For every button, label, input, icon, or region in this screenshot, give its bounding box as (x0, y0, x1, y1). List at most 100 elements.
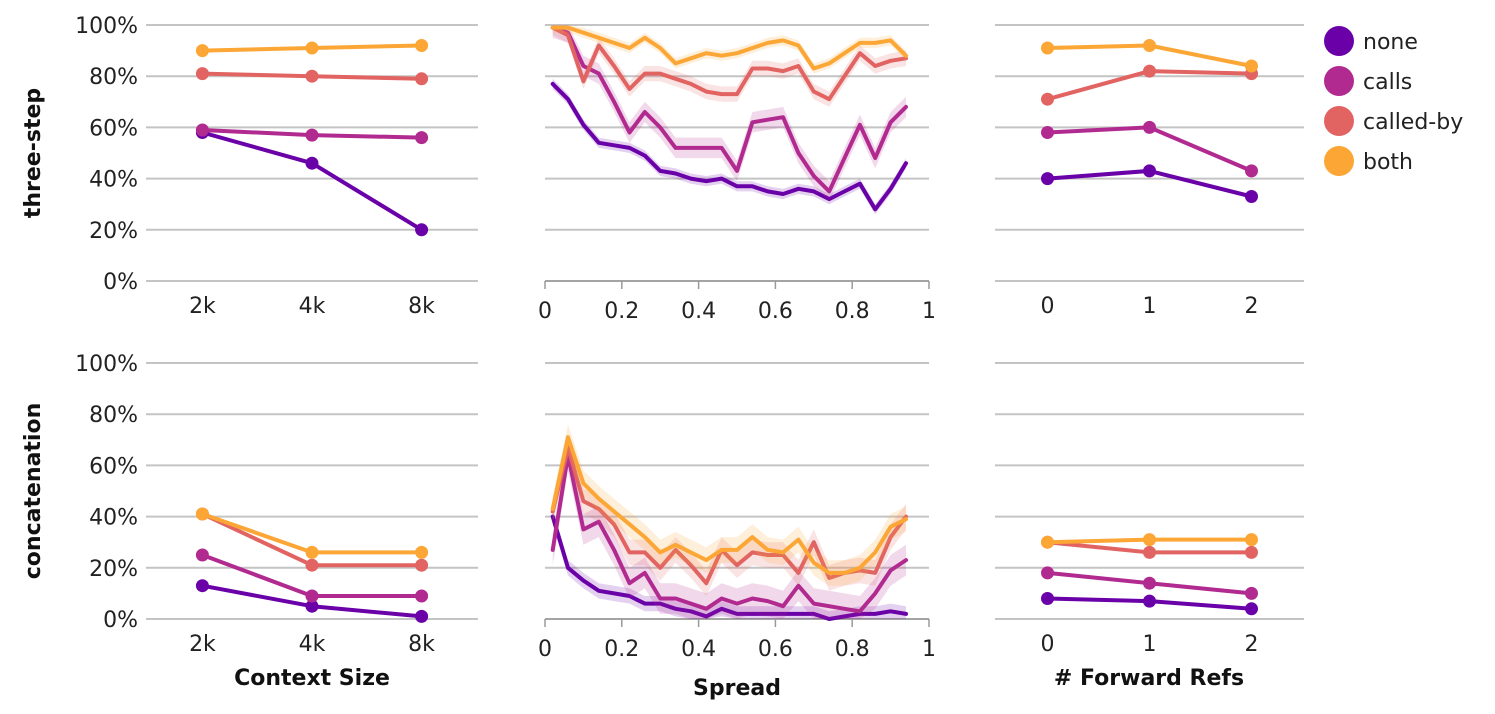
series-both-point (1041, 535, 1054, 549)
series-both-point (1143, 39, 1156, 52)
x-tick-label: 8k (408, 294, 435, 319)
legend-label-calls: calls (1363, 70, 1412, 95)
legend-label-both: both (1363, 150, 1413, 175)
series-none-point (305, 156, 319, 170)
series-called-by-point (1143, 545, 1156, 559)
legend-swatch-both (1324, 146, 1354, 176)
y-tick-label: 100% (75, 14, 138, 39)
series-both-point (1143, 533, 1156, 547)
x-tick-label: 2k (189, 294, 216, 319)
x-tick-label: 4k (299, 632, 326, 657)
series-none-point (1143, 164, 1156, 178)
series-calls-point (305, 128, 319, 142)
series-calls-point (415, 131, 429, 145)
series-calls-point (1245, 164, 1258, 178)
legend-label-none: none (1363, 30, 1418, 55)
series-called-by-point (1143, 64, 1156, 78)
y-tick-label: 60% (89, 454, 138, 479)
series-calls-line (550, 453, 908, 614)
series-none-point (415, 223, 429, 237)
series-called-by-line (550, 25, 908, 102)
series-both-band (552, 424, 906, 586)
series-called-by-point (415, 72, 429, 86)
series-both-point (415, 545, 429, 559)
series-none-band (552, 508, 906, 619)
series-called-by-point (305, 69, 319, 83)
panel-concatenation-forward-refs: 0 1 2 (995, 362, 1304, 657)
series-called-by-point (1245, 545, 1258, 559)
x-tick-label: 4k (299, 294, 326, 319)
x-title-context-size: Context Size (234, 666, 390, 691)
series-calls-band (552, 25, 906, 202)
legend-item-both[interactable]: both (1324, 146, 1413, 176)
panel-three-step-spread: 0 0.2 0.4 0.6 0.8 1 (538, 24, 936, 324)
series-called-by-point (305, 558, 319, 572)
series-calls-point (1041, 566, 1054, 580)
y-tick-label: 80% (89, 403, 138, 428)
series-none-line (550, 514, 908, 621)
x-tick-label: 1 (1143, 632, 1157, 657)
panel-three-step-forward-refs: 0 1 2 (995, 24, 1304, 319)
series-calls-line (550, 25, 908, 194)
series-both-point (195, 44, 209, 58)
x-tick-label: 8k (408, 632, 435, 657)
x-tick-label: 0 (538, 299, 552, 324)
legend-item-called-by[interactable]: called-by (1324, 106, 1463, 136)
series-none-line (200, 130, 424, 232)
series-none-point (1245, 190, 1258, 203)
legend: none calls called-by both (1324, 26, 1463, 176)
x-tick-label: 0.6 (758, 637, 793, 662)
series-both-point (1245, 59, 1258, 73)
x-tick-label: 0.4 (681, 637, 716, 662)
series-called-by-point (415, 558, 429, 572)
y-tick-label: 60% (89, 116, 138, 141)
legend-item-none[interactable]: none (1324, 26, 1418, 56)
x-tick-label: 0 (1041, 294, 1055, 319)
series-both-point (305, 545, 319, 559)
series-none-point (195, 579, 209, 593)
x-tick-label: 2 (1244, 632, 1258, 657)
chart-panels: 0%20%40%60%80%100%2k 4k 8k 0 0.2 0.4 0.6 0.8 1 0 1… (75, 14, 1304, 662)
series-calls-point (305, 589, 319, 603)
legend-swatch-none (1324, 26, 1354, 56)
y-tick-label: 100% (75, 352, 138, 377)
series-calls-point (1143, 576, 1156, 590)
series-calls-point (195, 123, 209, 137)
x-tick-label: 0.2 (604, 637, 639, 662)
legend-label-called-by: called-by (1363, 110, 1463, 135)
x-tick-label: 0.4 (681, 299, 716, 324)
series-none-point (1245, 602, 1258, 616)
y-tick-label: 40% (89, 168, 138, 193)
y-tick-label: 0% (103, 608, 138, 633)
series-none-point (1041, 172, 1054, 186)
legend-swatch-calls (1324, 66, 1354, 96)
series-called-by-point (195, 67, 209, 81)
x-tick-label: 0.2 (604, 299, 639, 324)
series-both-band (552, 25, 906, 74)
y-tick-label: 40% (89, 506, 138, 531)
series-none-point (305, 599, 319, 613)
panel-concatenation-context-size: 0% 20% 40% 60% 80% 100% 2k 4k 8k (75, 352, 478, 657)
y-tick-label: 80% (89, 65, 138, 90)
series-both-line (550, 435, 908, 575)
x-tick-label: 0.8 (835, 299, 870, 324)
series-none-point (415, 609, 429, 623)
y-tick-label: 20% (89, 557, 138, 582)
series-both-point (415, 39, 429, 52)
panel-concatenation-spread: 0 0.2 0.4 0.6 0.8 1 (538, 362, 936, 662)
series-calls-point (195, 548, 209, 562)
x-tick-label: 2k (189, 632, 216, 657)
series-none-line (550, 81, 908, 212)
legend-swatch-called-by (1324, 106, 1354, 136)
series-calls-point (1143, 120, 1156, 134)
row-label-three-step: three-step (21, 88, 46, 218)
row-label-concatenation: concatenation (21, 403, 46, 579)
series-called-by-point (1041, 92, 1054, 106)
series-none-point (1041, 592, 1054, 605)
legend-item-calls[interactable]: calls (1324, 66, 1412, 96)
x-title-spread: Spread (693, 676, 781, 701)
y-tick-label: 20% (89, 219, 138, 244)
series-none-point (1143, 594, 1156, 608)
x-title-forward-refs: # Forward Refs (1054, 666, 1244, 691)
